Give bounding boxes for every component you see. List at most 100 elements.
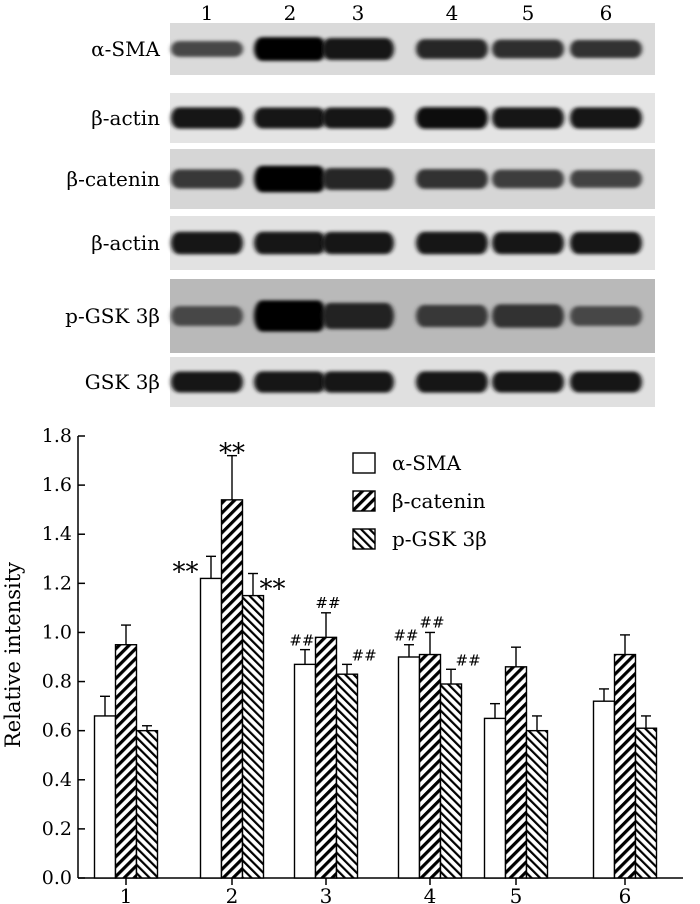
blot-row: p-GSK 3β [65,279,655,353]
bar [613,653,637,879]
blot-band [171,169,243,189]
blot-band [492,169,564,189]
x-tick-label: 1 [120,884,133,904]
y-tick-label: 1.4 [42,523,72,545]
y-tick-label: 0.8 [42,671,72,693]
x-tick-label: 6 [619,884,632,904]
blot-lane-label: 6 [600,1,613,25]
blot-band [570,231,642,255]
significance-annotation: ## [419,613,444,631]
bar [93,715,117,879]
bar [335,673,359,879]
bar [397,656,421,879]
significance-annotation: ## [393,627,418,645]
blot-band [322,302,394,330]
blot-row: GSK 3β [85,357,655,407]
bar [114,644,138,879]
blot-band [254,37,326,61]
bar-chart: 0.0 0.2 0.4 0.6 0.8 1.0 1.2 1.4 1.6 1.8 1 2 3 4 5 6 **… [1,425,683,904]
blot-band [171,306,243,326]
y-tick-label: 0.4 [42,769,72,791]
significance-annotation: ## [352,646,377,664]
legend-swatch [352,490,376,512]
blot-band [322,107,394,129]
blot-band [416,107,488,129]
blot-band [171,371,243,393]
blot-band [570,107,642,129]
blot-band [492,231,564,255]
blot-row: β-actin [91,216,655,270]
significance-annotation: ## [289,632,314,650]
y-tick-label: 1.8 [42,425,72,447]
blot-band [492,107,564,129]
bar [135,729,159,879]
blot-band [254,165,326,193]
blot-lane-labels: 1 2 3 4 5 6 [201,1,613,25]
blot-band [492,304,564,328]
blot-row: β-actin [91,93,655,143]
bar [418,653,442,879]
bar [504,666,528,879]
blot-band [171,41,243,57]
blot-lane-label: 1 [201,1,214,25]
blot-lane-label: 4 [446,1,459,25]
legend-label: p-GSK 3β [392,527,487,551]
blot-band [570,170,642,188]
blot-lane-label: 2 [284,1,297,25]
bar [483,717,507,879]
legend-swatch [352,452,376,474]
blot-band [322,38,394,60]
x-axis: 1 2 3 4 5 6 [78,877,683,904]
blot-band [416,169,488,189]
y-tick-label: 1.6 [42,474,72,496]
blot-band [254,231,326,255]
x-tick-label: 3 [320,884,333,904]
y-tick-label: 0.6 [42,720,72,742]
legend: α-SMA β-catenin p-GSK 3β [352,451,487,551]
bar [439,683,463,879]
blot-row-label: GSK 3β [85,370,160,394]
blot-band [570,306,642,326]
significance-annotation: ** [173,557,199,587]
blot-row-label: β-actin [91,106,160,130]
significance-annotation: ** [260,575,286,605]
blot-row-label: α-SMA [91,37,160,61]
blot-row: α-SMA [91,23,655,75]
blot-row-label: β-actin [91,231,160,255]
bars: ******############ [93,439,658,879]
blot-band [570,39,642,59]
blot-row-label: p-GSK 3β [65,304,160,328]
blot-band [416,231,488,255]
y-tick-label: 0.2 [42,818,72,840]
y-tick-label: 0.0 [42,867,72,889]
blot-band [416,304,488,328]
blot-row: β-catenin [67,149,655,209]
x-tick-label: 4 [424,884,437,904]
blot-panel: α-SMA β-actin β-catenin β-actin p-GSK 3β GSK … [65,23,655,407]
y-axis-label: Relative intensity [1,562,25,748]
bar [592,700,616,879]
y-axis: 0.0 0.2 0.4 0.6 0.8 1.0 1.2 1.4 1.6 1.8 [42,425,85,889]
blot-band [416,39,488,59]
bar [199,577,223,879]
blot-band [171,107,243,129]
legend-label: β-catenin [392,489,486,513]
bar [634,727,658,879]
blot-band [254,107,326,129]
blot-band [322,231,394,255]
blot-band [322,168,394,190]
blot-lane-label: 3 [352,1,365,25]
bar [525,729,549,879]
legend-label: α-SMA [392,451,461,475]
blot-band [570,371,642,393]
bar [241,594,265,879]
y-tick-label: 1.0 [42,621,72,643]
significance-annotation: ** [219,439,245,469]
significance-annotation: ## [456,651,481,669]
bar [293,663,317,879]
bar [314,636,338,879]
blot-band [416,371,488,393]
legend-swatch [352,528,376,550]
blot-band [492,39,564,59]
